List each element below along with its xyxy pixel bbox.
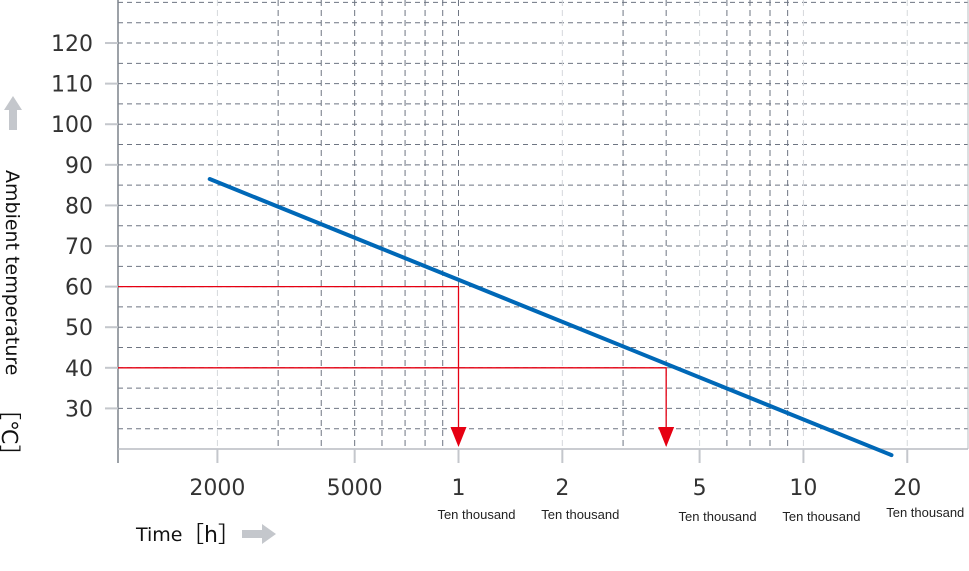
x-tick-sublabel: Ten thousand bbox=[679, 509, 757, 524]
y-tick-label: 40 bbox=[65, 357, 93, 382]
x-tick-label: 5000 bbox=[327, 476, 383, 501]
up-arrow-icon bbox=[4, 96, 22, 130]
x-tick-sublabel: Ten thousand bbox=[782, 509, 860, 524]
x-axis-title: Time ［h］ bbox=[135, 523, 276, 548]
y-axis-title: Ambient temperature ［℃］ bbox=[0, 96, 23, 467]
x-axis-unit: ［h］ bbox=[182, 523, 240, 548]
tick-labels: 30 40 50 60 70 80 90 100 110 120 2000 5000 1 Ten thou… bbox=[51, 32, 964, 524]
x-tick-label: 1 bbox=[451, 476, 465, 501]
series-line bbox=[207, 177, 894, 458]
y-tick-label: 120 bbox=[51, 32, 93, 57]
y-axis-label: Ambient temperature bbox=[1, 170, 23, 376]
y-tick-label: 110 bbox=[51, 73, 93, 98]
y-tick-label: 80 bbox=[65, 194, 93, 219]
y-tick-label: 30 bbox=[65, 397, 93, 422]
grid bbox=[118, 0, 968, 449]
x-tick-label: 2000 bbox=[189, 476, 245, 501]
x-axis-label: Time bbox=[135, 524, 183, 546]
axes bbox=[105, 0, 969, 463]
x-tick-label: 5 bbox=[693, 476, 707, 501]
reference-line bbox=[118, 367, 667, 437]
x-tick-sublabel: Ten thousand bbox=[541, 507, 619, 522]
y-tick-label: 100 bbox=[51, 113, 93, 138]
y-tick-label: 90 bbox=[65, 154, 93, 179]
x-tick-sublabel: Ten thousand bbox=[437, 507, 515, 522]
x-tick-sublabel: Ten thousand bbox=[886, 505, 964, 520]
reference-line bbox=[118, 285, 460, 437]
down-arrow-icon bbox=[450, 427, 467, 447]
y-tick-label: 70 bbox=[65, 235, 93, 260]
x-tick-label: 2 bbox=[555, 476, 569, 501]
right-arrow-icon bbox=[242, 524, 276, 544]
marks bbox=[118, 177, 894, 458]
y-axis-unit: ［℃］ bbox=[0, 398, 21, 467]
y-tick-label: 50 bbox=[65, 316, 93, 341]
down-arrow-icon bbox=[658, 427, 675, 447]
x-tick-label: 20 bbox=[893, 476, 921, 501]
x-tick-label: 10 bbox=[789, 476, 817, 501]
y-tick-label: 60 bbox=[65, 276, 93, 301]
